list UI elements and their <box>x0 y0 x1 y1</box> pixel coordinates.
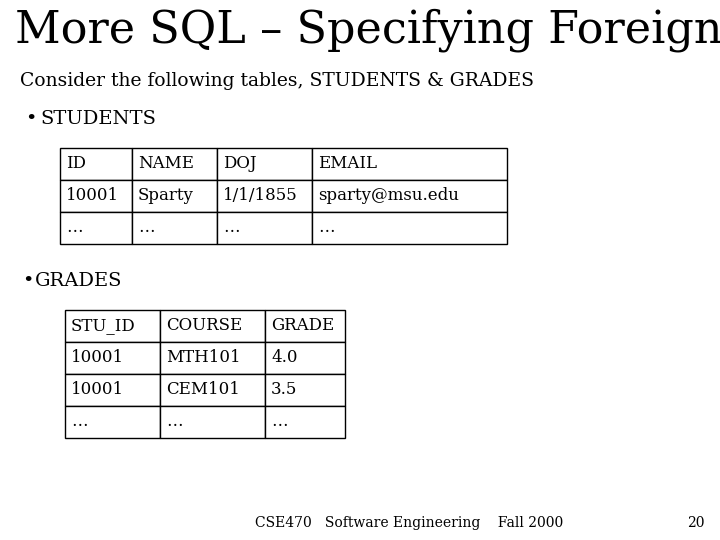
Bar <box>60 180 132 212</box>
Text: 10001: 10001 <box>71 381 124 398</box>
Text: 1/1/1855: 1/1/1855 <box>223 187 298 204</box>
Bar <box>132 148 217 180</box>
Text: …: … <box>223 219 240 236</box>
Bar <box>65 310 160 342</box>
Bar <box>60 212 132 244</box>
Bar <box>217 180 312 212</box>
Bar <box>312 180 507 212</box>
Bar <box>160 406 265 438</box>
Bar <box>160 342 265 374</box>
Text: 4.0: 4.0 <box>271 349 297 366</box>
Text: 20: 20 <box>688 516 705 530</box>
Text: CEM101: CEM101 <box>166 381 240 398</box>
Text: DOJ: DOJ <box>223 155 256 172</box>
Bar <box>65 406 160 438</box>
Bar <box>132 180 217 212</box>
Text: 10001: 10001 <box>71 349 124 366</box>
Text: GRADES: GRADES <box>35 272 122 290</box>
Text: MTH101: MTH101 <box>166 349 240 366</box>
Text: •: • <box>22 272 33 290</box>
Bar <box>265 342 345 374</box>
Bar <box>265 310 345 342</box>
Text: ID: ID <box>66 155 86 172</box>
Text: STUDENTS: STUDENTS <box>40 110 156 128</box>
Bar <box>65 374 160 406</box>
Text: …: … <box>318 219 335 236</box>
Text: More SQL – Specifying Foreign Keys: More SQL – Specifying Foreign Keys <box>15 8 720 52</box>
Text: EMAIL: EMAIL <box>318 155 377 172</box>
Text: Sparty: Sparty <box>138 187 194 204</box>
Bar <box>65 342 160 374</box>
Text: STU_ID: STU_ID <box>71 317 136 334</box>
Text: …: … <box>166 413 183 430</box>
Text: …: … <box>138 219 155 236</box>
Bar <box>160 374 265 406</box>
Text: 10001: 10001 <box>66 187 119 204</box>
Bar <box>265 374 345 406</box>
Bar <box>160 310 265 342</box>
Text: 3.5: 3.5 <box>271 381 297 398</box>
Text: Consider the following tables, STUDENTS & GRADES: Consider the following tables, STUDENTS … <box>20 72 534 90</box>
Bar <box>217 148 312 180</box>
Text: GRADE: GRADE <box>271 317 334 334</box>
Text: NAME: NAME <box>138 155 194 172</box>
Bar <box>312 148 507 180</box>
Text: COURSE: COURSE <box>166 317 242 334</box>
Bar <box>217 212 312 244</box>
Bar <box>60 148 132 180</box>
Bar <box>132 212 217 244</box>
Text: sparty@msu.edu: sparty@msu.edu <box>318 187 459 204</box>
Text: CSE470   Software Engineering    Fall 2000: CSE470 Software Engineering Fall 2000 <box>255 516 563 530</box>
Text: …: … <box>71 413 88 430</box>
Text: •: • <box>25 110 37 128</box>
Text: …: … <box>271 413 287 430</box>
Bar <box>265 406 345 438</box>
Text: …: … <box>66 219 83 236</box>
Bar <box>312 212 507 244</box>
